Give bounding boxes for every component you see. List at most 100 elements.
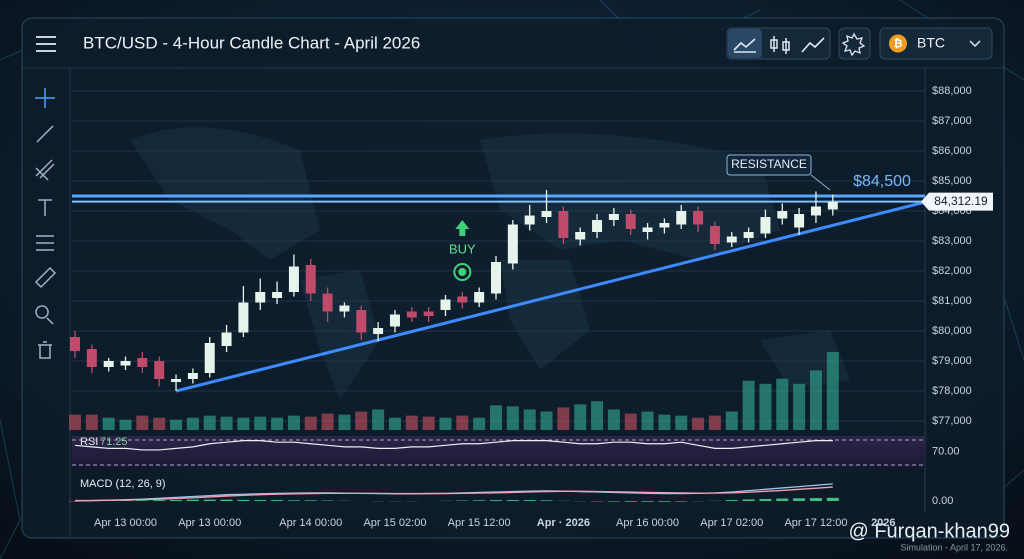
volume-bar (725, 411, 738, 430)
x-tick-label: Apr 13 00:00 (94, 517, 157, 529)
macd-histogram-bar (624, 501, 637, 502)
delete-tool[interactable] (38, 341, 52, 359)
fib-tool[interactable] (35, 159, 55, 181)
volume-bar (675, 415, 688, 430)
macd-histogram-bar (793, 498, 806, 501)
buy-marker-dot (458, 268, 467, 276)
macd-histogram-bar (523, 500, 536, 501)
volume-bar (809, 370, 822, 430)
candle-chart-button[interactable] (770, 36, 790, 54)
line-chart-button[interactable] (728, 29, 762, 58)
y-tick-label: 0.00 (932, 495, 953, 507)
last-price-label: 84,312.19 (934, 194, 988, 208)
macd-histogram-bar (473, 500, 486, 501)
zoom-tool[interactable] (35, 305, 54, 325)
menu-button[interactable] (36, 36, 56, 52)
volume-bar (776, 378, 789, 430)
candle-body (659, 223, 670, 228)
buy-arrow (455, 220, 470, 236)
candle-body (272, 292, 283, 298)
y-tick-label: $81,000 (932, 295, 972, 307)
resistance-box (726, 154, 812, 176)
candle-body (389, 314, 400, 327)
macd-label: MACD (12, 26, 9) (80, 478, 166, 490)
candle-body (322, 293, 333, 312)
candle-body (608, 214, 619, 220)
crosshair-tool[interactable] (35, 88, 55, 108)
trendline-tool[interactable] (36, 125, 54, 143)
candle-body (709, 226, 720, 244)
volume-bar (220, 416, 233, 430)
y-tick-label: $86,000 (932, 145, 972, 157)
volume-bar (473, 417, 486, 430)
volume-bar (85, 414, 98, 430)
macd-histogram-bar (186, 499, 199, 501)
volume-bar (119, 419, 132, 430)
candle-body (676, 211, 687, 225)
volume-bar (658, 414, 671, 430)
volume-bar (237, 417, 250, 430)
x-tick-label: Apr · 2026 (537, 517, 590, 529)
macd-histogram-bar (675, 501, 688, 502)
pattern-tool[interactable] (36, 235, 54, 251)
candle-body (541, 211, 552, 217)
volume-bar (506, 406, 519, 430)
y-tick-label: $82,000 (932, 265, 972, 277)
macd-histogram-bar (641, 501, 654, 502)
candle-body (356, 310, 367, 333)
volume-bar (826, 352, 839, 430)
y-tick-label: $78,000 (932, 385, 972, 397)
candle-body (406, 311, 417, 318)
rsi-value: 71.25 (100, 436, 128, 448)
macd-histogram-bar (170, 499, 183, 501)
volume-bar (607, 409, 620, 430)
y-tick-label: $83,000 (932, 235, 972, 247)
candle-body (457, 296, 468, 303)
macd-histogram-bar (490, 500, 502, 501)
candle-body (373, 328, 384, 334)
macd-histogram-bar (254, 500, 267, 501)
candle-body (70, 337, 80, 352)
candle-body (440, 299, 451, 310)
x-tick-label: Apr 15 02:00 (363, 517, 426, 529)
candle-body (642, 227, 653, 232)
volume-bar (170, 419, 183, 430)
candle-body (726, 236, 737, 243)
candle-body (760, 217, 771, 234)
candle-body (154, 361, 165, 379)
ticker-dropdown[interactable] (879, 27, 993, 60)
candle-body (558, 211, 569, 238)
resistance-price: $84,500 (853, 173, 911, 190)
volume-bar (422, 416, 435, 430)
candle-body (187, 373, 198, 379)
btc-symbol: ₿ (894, 38, 903, 50)
candle-body (743, 232, 754, 238)
candle-body (221, 332, 232, 346)
candle-body (305, 265, 316, 294)
settings-icon (841, 32, 866, 57)
ruler-tool[interactable] (34, 266, 57, 289)
text-tool[interactable] (38, 199, 52, 216)
x-tick-label: Apr 13 00:00 (178, 517, 241, 529)
macd-histogram-bar (237, 499, 250, 501)
volume-bar (490, 405, 502, 430)
candle-body (255, 292, 266, 303)
x-tick-label: Apr 16 00:00 (616, 517, 679, 529)
candle-body (625, 214, 636, 229)
volume-bar (355, 411, 368, 430)
resistance-text: RESISTANCE (731, 157, 807, 171)
candle-body (575, 232, 586, 240)
macd-histogram-bar (271, 500, 284, 501)
macd-histogram-bar (220, 499, 233, 501)
y-tick-label: $77,000 (932, 415, 972, 427)
volume-bar (203, 415, 216, 430)
candle-body (288, 266, 299, 292)
world-map (130, 127, 850, 400)
watermark: @ Furqan-khan99 (848, 520, 1010, 542)
candle-body (491, 262, 501, 294)
volume-bar (692, 417, 705, 430)
area-chart-button[interactable] (801, 37, 825, 53)
y-tick-label: 70.00 (932, 445, 960, 457)
